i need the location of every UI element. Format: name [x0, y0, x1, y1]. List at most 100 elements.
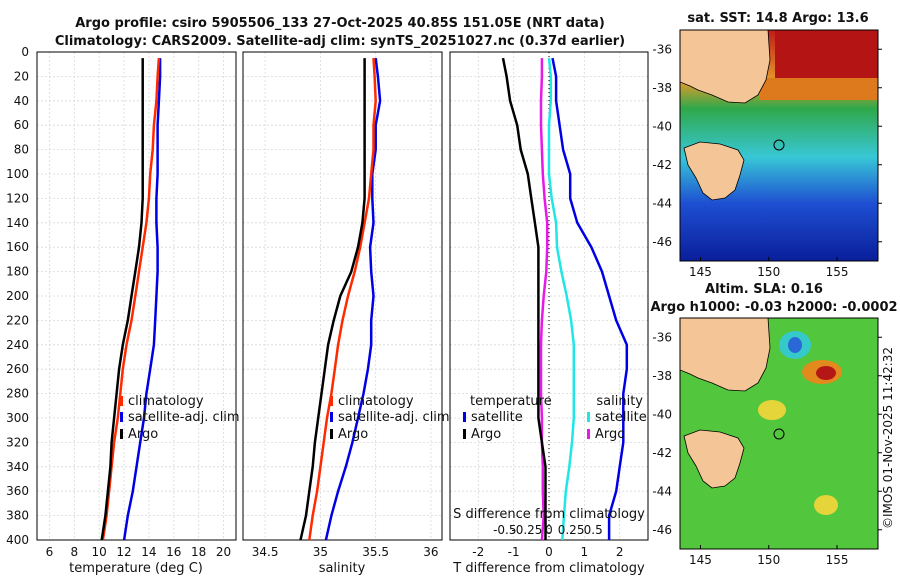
y-tick-label: 220: [6, 313, 29, 327]
diff-legend-t-argo-label: Argo: [471, 427, 501, 442]
s-tick-label: 0.5: [584, 523, 603, 537]
y-tick-label: 40: [14, 94, 29, 108]
lon-tick-label: 150: [757, 265, 780, 279]
figure-title-line1: Argo profile: csiro 5905506_133 27-Oct-2…: [75, 16, 605, 31]
mainland-australia-sla: [680, 318, 771, 392]
temp-legend-satellite-swatch: [120, 412, 123, 422]
climatology-salinity-line: [308, 58, 377, 541]
sal-legend-satellite-swatch: [330, 412, 333, 422]
argo-temperature-line: [100, 58, 144, 541]
t-argo-difference-line: [501, 57, 547, 540]
sst-map-axes: -36 -38 -40 -42 -44 -46 145 150 155: [652, 42, 882, 279]
temp-legend-climatology-swatch: [120, 396, 123, 406]
lat-tick-label: -36: [652, 330, 672, 344]
s-tick-label: -0.5: [493, 523, 516, 537]
difference-panel: -2 -1 0 1 2 S difference from climatology-0.5…: [449, 51, 649, 576]
s-satellite-difference-line: [547, 57, 576, 541]
sal-legend-satellite-label: satellite-adj. clim: [338, 410, 450, 425]
tasmania-sst: [683, 141, 745, 201]
temperature-panel: 6 8 10 12 14 16 18 2002040608010012014016018020…: [6, 45, 240, 576]
sst-map: [680, 30, 878, 261]
sst-map-title: sat. SST: 14.8 Argo: 13.6: [687, 11, 868, 26]
lon-tick-label: 145: [689, 265, 712, 279]
satellite-clim-salinity-line: [324, 57, 382, 541]
y-tick-label: 260: [6, 362, 29, 376]
s-tick-label: 0.25: [558, 523, 585, 537]
argo-salinity-line: [299, 58, 366, 541]
x-tick-label: 12: [116, 545, 131, 559]
sal-legend-argo-swatch: [330, 429, 333, 439]
salinity-panel: 34.5 35 35.5 36 salinity climatologysatellite…: [242, 51, 450, 576]
y-tick-label: 400: [6, 533, 29, 547]
sla-map-axes: -36 -38 -40 -42 -44 -46 145 150 155: [652, 330, 882, 567]
x-tick-label: 10: [92, 545, 107, 559]
lat-tick-label: -46: [652, 235, 672, 249]
diff-legend-s-satellite-label: satellite: [595, 410, 647, 425]
sla-map-frame: [679, 317, 879, 550]
x-tick-label: 18: [191, 545, 206, 559]
x-tick-label: -2: [472, 545, 484, 559]
diff-legend-t-satellite-swatch: [463, 412, 466, 422]
diff-legend-s-argo-swatch: [587, 429, 590, 439]
lon-tick-label: 150: [757, 553, 780, 567]
sal-legend-climatology-swatch: [330, 396, 333, 406]
diff-legend-s-argo-label: Argo: [595, 427, 625, 442]
sla-map-title-line1: Altim. SLA: 0.16: [705, 282, 823, 297]
y-tick-label: 340: [6, 460, 29, 474]
x-tick-label: 1: [581, 545, 589, 559]
x-tick-label: 0: [545, 545, 553, 559]
sal-legend-climatology-label: climatology: [338, 394, 414, 409]
lat-tick-label: -36: [652, 42, 672, 56]
s-argo-difference-line: [539, 58, 549, 541]
sst-orange-patch: [760, 78, 878, 100]
y-tick-label: 60: [14, 118, 29, 132]
temp-legend-argo-swatch: [120, 429, 123, 439]
lon-tick-label: 145: [689, 553, 712, 567]
lat-tick-label: -46: [652, 523, 672, 537]
lat-tick-label: -38: [652, 81, 672, 95]
y-tick-label: 140: [6, 216, 29, 230]
y-tick-label: 0: [21, 45, 29, 59]
diff-legend-s-satellite-swatch: [587, 412, 590, 422]
lat-tick-label: -40: [652, 119, 672, 133]
x-tick-label: 20: [216, 545, 231, 559]
temp-legend-argo-label: Argo: [128, 427, 158, 442]
mainland-australia-sst: [680, 30, 771, 104]
y-tick-label: 380: [6, 509, 29, 523]
diff-legend-temperature-title: temperature: [470, 394, 552, 409]
x-tick-label: -1: [508, 545, 520, 559]
s-tick-label: 0: [545, 523, 553, 537]
diff-legend-t-satellite-label: satellite: [471, 410, 523, 425]
figure-title-line2: Climatology: CARS2009. Satellite-adj cli…: [55, 34, 625, 49]
salinity-x-label: salinity: [319, 561, 366, 576]
x-tick-label: 35.5: [362, 545, 389, 559]
y-tick-label: 300: [6, 411, 29, 425]
y-tick-label: 80: [14, 143, 29, 157]
sla-hot-core: [816, 366, 836, 380]
y-tick-label: 240: [6, 338, 29, 352]
lon-tick-label: 155: [826, 265, 849, 279]
lat-tick-label: -44: [652, 484, 672, 498]
lon-tick-label: 155: [826, 553, 849, 567]
x-tick-label: 35: [313, 545, 328, 559]
sla-map-title-line2: Argo h1000: -0.03 h2000: -0.0002: [650, 300, 897, 315]
climatology-temperature-line: [101, 58, 161, 541]
y-tick-label: 180: [6, 265, 29, 279]
temp-legend-satellite-label: satellite-adj. clim: [128, 410, 240, 425]
s-tick-label: -0.25: [511, 523, 542, 537]
temperature-x-label: temperature (deg C): [69, 561, 203, 576]
sst-map-frame: [679, 29, 879, 262]
panel-frame: [36, 51, 237, 541]
y-tick-label: 120: [6, 191, 29, 205]
imos-watermark: ©IMOS 01-Nov-2025 11:42:32: [881, 347, 895, 529]
argo-location-marker-sst: [773, 139, 785, 151]
y-tick-label: 160: [6, 240, 29, 254]
lat-tick-label: -40: [652, 407, 672, 421]
y-tick-label: 20: [14, 69, 29, 83]
x-tick-label: 14: [141, 545, 156, 559]
sla-yellow-patch-1: [758, 400, 786, 420]
tasmania-sla: [683, 429, 745, 489]
lat-tick-label: -42: [652, 446, 672, 460]
panel-frame: [242, 51, 443, 541]
